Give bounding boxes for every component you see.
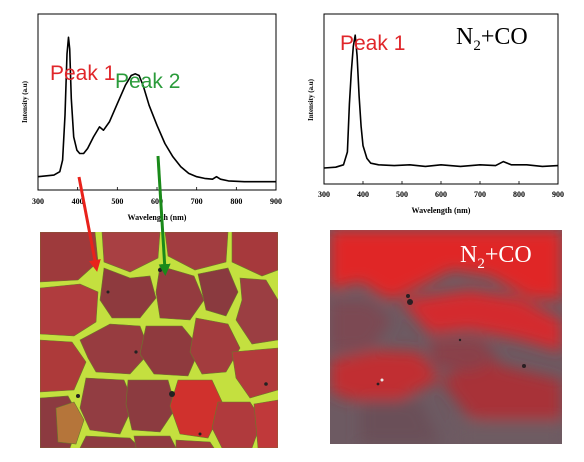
chart-left-x-ticks: 300 400 500 600 700 800 900: [32, 187, 282, 206]
arrow-red: [77, 176, 101, 272]
chart-right-x-tick-label: 700: [474, 190, 486, 199]
micrograph-left-grains: [40, 232, 278, 448]
chart-left: 300 400 500 600 700 800 900 Wavelength (nm) In…: [21, 13, 282, 222]
micrograph-right-gas-label: N2+CO: [460, 242, 532, 272]
chart-right-peak1-label: Peak 1: [340, 32, 405, 55]
chart-left-x-tick-label: 700: [191, 197, 203, 206]
chart-left-x-tick-label: 600: [151, 197, 163, 206]
chart-left-x-tick-label: 900: [270, 197, 282, 206]
chart-right: 300 400 500 600 700 800 900 Wavelength (nm) In…: [307, 13, 564, 215]
micrograph-right-gas-label-sub: 2: [477, 256, 485, 272]
micrograph-right: [330, 230, 562, 444]
chart-right-xlabel: Wavelength (nm): [412, 206, 471, 215]
micrograph-right-gas-label-base: N: [460, 242, 477, 268]
chart-right-x-ticks: 300 400 500 600 700 800 900: [318, 181, 564, 199]
chart-left-series-line: [37, 36, 276, 183]
chart-right-ylabel: Intensity (a.u): [307, 78, 315, 121]
micrograph-left-pores: [76, 268, 268, 436]
micrograph-right-gas-label-rest: +CO: [485, 242, 532, 268]
chart-left-ylabel: Intensity (a.u): [21, 80, 29, 123]
chart-right-x-tick-label: 600: [435, 190, 447, 199]
chart-left-xlabel: Wavelength (nm): [128, 213, 187, 222]
chart-left-x-tick-label: 800: [230, 197, 242, 206]
chart-right-gas-label-base: N: [456, 24, 473, 50]
chart-left-x-tick-label: 300: [32, 197, 44, 206]
chart-left-x-tick-label: 500: [111, 197, 123, 206]
chart-right-x-tick-label: 800: [513, 190, 525, 199]
chart-right-series-line: [323, 34, 559, 169]
chart-right-gas-label: N2+CO: [456, 24, 528, 54]
chart-right-x-tick-label: 900: [552, 190, 564, 199]
arrow-green: [156, 155, 171, 276]
chart-left-peak1-label: Peak 1: [50, 62, 115, 85]
chart-right-gas-label-rest: +CO: [481, 24, 528, 50]
chart-right-x-tick-label: 300: [318, 190, 330, 199]
micrograph-right-pores: [376, 294, 526, 386]
chart-right-x-tick-label: 400: [357, 190, 369, 199]
micrograph-left: [40, 232, 278, 448]
chart-right-x-tick-label: 500: [396, 190, 408, 199]
chart-left-peak2-label: Peak 2: [115, 70, 180, 93]
chart-left-x-tick-label: 400: [72, 197, 84, 206]
chart-right-gas-label-sub: 2: [473, 38, 481, 54]
